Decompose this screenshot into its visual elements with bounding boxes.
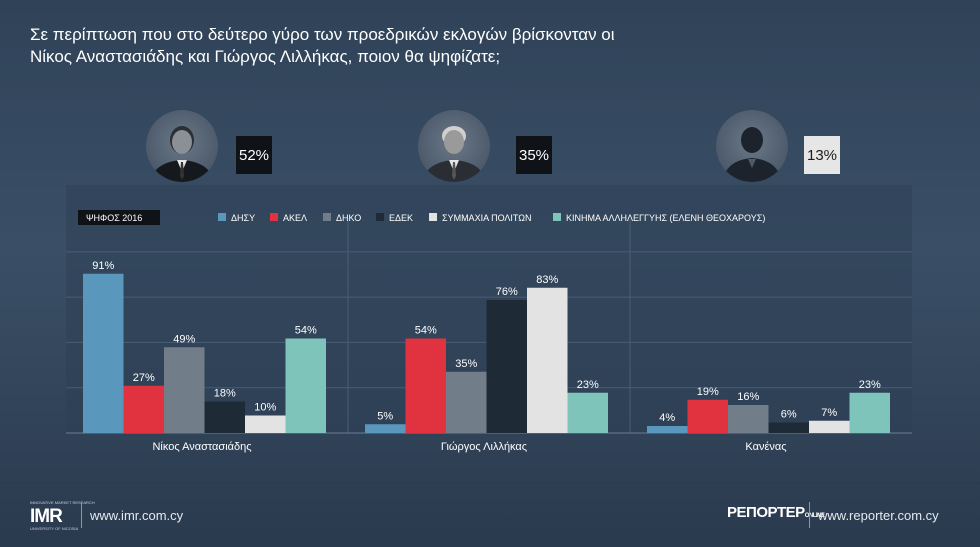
data-label-1-0: 5% <box>377 410 393 422</box>
data-label-0-3: 18% <box>214 388 236 400</box>
data-label-0-4: 10% <box>254 402 276 414</box>
legend-swatch-0 <box>218 213 226 221</box>
data-label-2-2: 16% <box>737 391 759 403</box>
legend-entry-0: ΔΗΣΥ <box>231 213 255 223</box>
data-label-0-1: 27% <box>133 372 155 384</box>
bar-0-1 <box>123 385 164 433</box>
footer-divider <box>0 482 980 483</box>
legend-entry-4: ΣΥΜΜΑΧΙΑ ΠΟΛΙΤΩΝ <box>442 213 532 223</box>
bar-1-3 <box>486 300 527 433</box>
bar-0-3 <box>204 401 245 433</box>
anonymous-person-icon <box>716 110 788 182</box>
legend-swatch-4 <box>429 213 437 221</box>
legend-swatch-5 <box>553 213 561 221</box>
legend-label-box <box>78 210 160 225</box>
bar-2-0 <box>647 426 688 433</box>
share-box: 52% <box>236 136 272 174</box>
legend-entry-2: ΔΗΚΟ <box>336 213 361 223</box>
data-label-0-0: 91% <box>92 260 114 272</box>
title-line-1: Σε περίπτωση που στο δεύτερο γύρο των πρ… <box>30 25 615 44</box>
bar-1-1 <box>405 338 446 433</box>
title-line-2: Νίκος Αναστασιάδης και Γιώργος Λιλλήκας,… <box>30 47 501 66</box>
reporter-url[interactable]: www.reporter.com.cy <box>818 508 939 523</box>
category-label-1: Γιώργος Λιλλήκας <box>441 441 527 453</box>
bar-2-1 <box>687 399 728 433</box>
bar-2-2 <box>728 405 769 433</box>
chart-title: Σε περίπτωση που στο δεύτερο γύρο των πρ… <box>30 24 670 68</box>
legend-entry-3: ΕΔΕΚ <box>389 213 413 223</box>
data-label-0-2: 49% <box>173 333 195 345</box>
category-label-0: Νίκος Αναστασιάδης <box>152 441 251 453</box>
legend-entry-5: ΚΙΝΗΜΑ ΑΛΛΗΛΕΓΓΥΗΣ (ΕΛΕΝΗ ΘΕΟΧΑΡΟΥΣ) <box>566 213 765 223</box>
legend-swatch-3 <box>376 213 384 221</box>
bar-2-5 <box>849 392 890 433</box>
bar-0-5 <box>285 338 326 433</box>
bar-0-2 <box>164 347 205 433</box>
bar-2-4 <box>809 420 850 433</box>
data-label-1-4: 83% <box>536 274 558 286</box>
person-photo-icon <box>146 110 218 182</box>
legend-entry-1: ΑΚΕΛ <box>283 213 307 223</box>
legend-label: ΨΗΦΟΣ 2016 <box>86 213 142 223</box>
bar-0-4 <box>245 415 286 433</box>
data-label-0-5: 54% <box>295 325 317 337</box>
share-box: 13% <box>804 136 840 174</box>
legend-swatch-2 <box>323 213 331 221</box>
data-label-2-1: 19% <box>697 386 719 398</box>
data-label-1-1: 54% <box>415 325 437 337</box>
data-label-2-3: 6% <box>781 409 797 421</box>
share-box: 35% <box>516 136 552 174</box>
data-label-1-2: 35% <box>455 358 477 370</box>
footer-separator <box>809 502 810 528</box>
data-label-1-3: 76% <box>496 286 518 298</box>
imr-url[interactable]: www.imr.com.cy <box>90 508 184 523</box>
data-label-2-5: 23% <box>859 379 881 391</box>
legend-swatch-1 <box>270 213 278 221</box>
data-label-1-5: 23% <box>577 379 599 391</box>
bar-0-0 <box>83 273 124 433</box>
bar-1-4 <box>527 287 568 433</box>
imr-logo: INNOVATIVE MARKET RESEARCH IMR UNIVERSIT… <box>30 500 95 531</box>
reporter-logo: ΡΕΠΟΡΤΕΡONLINE <box>727 504 825 521</box>
data-label-2-4: 7% <box>821 407 837 419</box>
category-label-2: Κανένας <box>745 441 786 453</box>
data-label-2-0: 4% <box>659 412 675 424</box>
bar-1-5 <box>567 392 608 433</box>
person-photo-icon <box>418 110 490 182</box>
footer-separator <box>81 502 82 528</box>
bar-chart: ΨΗΦΟΣ 2016 ΔΗΣΥ ΑΚΕΛ ΔΗΚΟ ΕΔΕΚ ΣΥΜΜΑΧΙΑ ΠΟΛΙΤ… <box>66 185 912 453</box>
bar-1-2 <box>446 371 487 433</box>
bar-1-0 <box>365 424 406 433</box>
bar-2-3 <box>768 422 809 433</box>
